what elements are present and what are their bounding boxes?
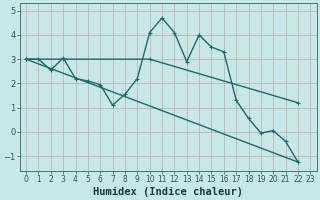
X-axis label: Humidex (Indice chaleur): Humidex (Indice chaleur) [93,186,243,197]
